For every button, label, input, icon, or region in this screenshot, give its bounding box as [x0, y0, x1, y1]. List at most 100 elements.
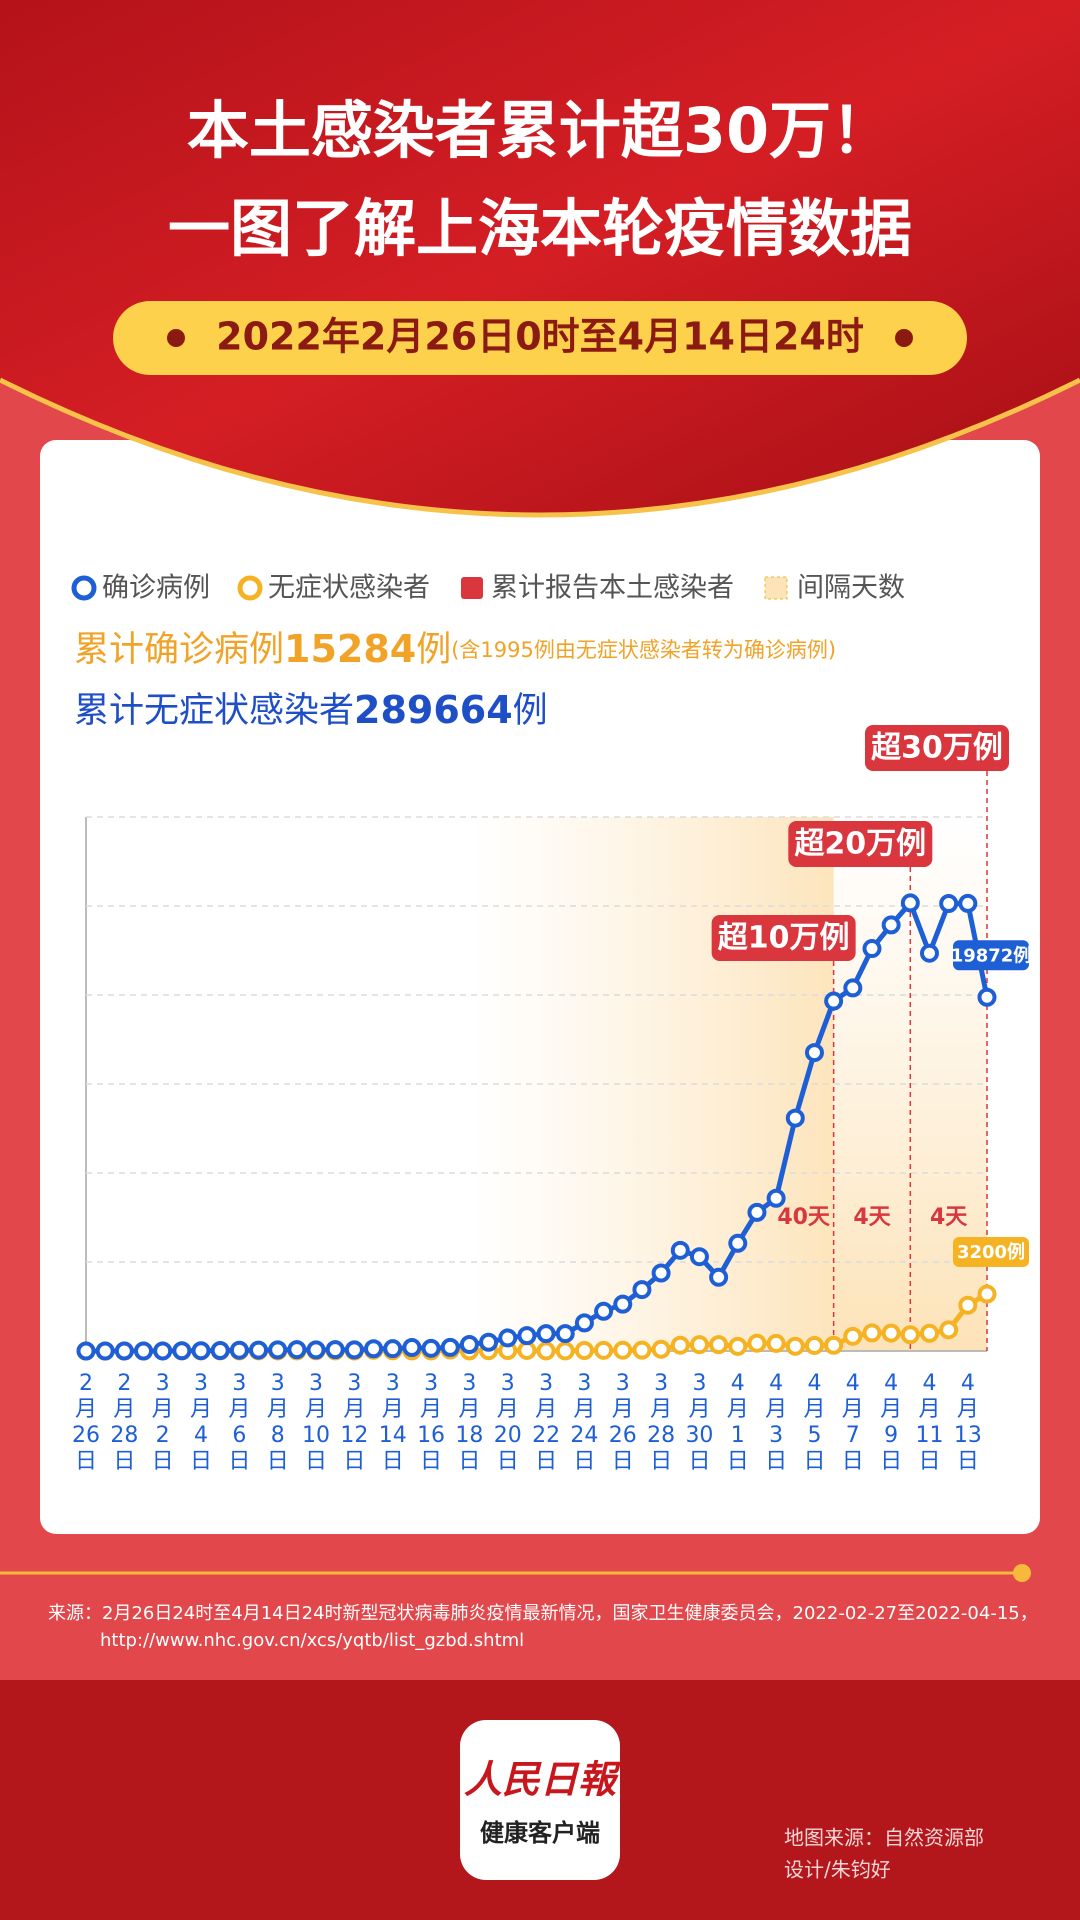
value-label-box [953, 1237, 1029, 1268]
legend-label: 无症状感染者 [268, 573, 430, 604]
summary-text: 例 [513, 691, 548, 731]
summary-asymptomatic: 累计无症状感染者289664例 [74, 688, 548, 732]
data-point [95, 1341, 115, 1361]
data-point [843, 1326, 863, 1346]
x-tick-part: 日 [267, 1449, 289, 1474]
data-point [919, 1323, 939, 1343]
data-point [900, 893, 920, 913]
data-point [900, 1325, 920, 1345]
data-point [747, 1333, 767, 1353]
x-tick-part: 2 [79, 1371, 93, 1396]
divider-dot [1013, 1564, 1031, 1582]
data-point [728, 1336, 748, 1356]
x-tick-part: 月 [765, 1397, 787, 1422]
x-tick-part: 10 [302, 1423, 330, 1448]
data-point [919, 943, 939, 963]
summary-text: 累计确诊病例 [74, 630, 284, 670]
x-tick-part: 日 [75, 1449, 97, 1474]
x-tick-part: 28 [647, 1423, 675, 1448]
x-tick-part: 4 [194, 1423, 208, 1448]
x-tick-part: 13 [954, 1423, 982, 1448]
x-tick-part: 月 [152, 1397, 174, 1422]
summary-text: 例 [416, 630, 451, 670]
x-tick-part: 月 [420, 1397, 442, 1422]
data-point [804, 1335, 824, 1355]
summary-confirmed: 累计确诊病例15284例(含1995例由无症状感染者转为确诊病例) [74, 627, 836, 671]
logo-title: 人民日報 [464, 1757, 621, 1802]
x-tick-part: 3 [156, 1371, 170, 1396]
data-point [824, 1335, 844, 1355]
data-point [651, 1263, 671, 1283]
x-tick-part: 4 [884, 1371, 898, 1396]
data-point [613, 1294, 633, 1314]
x-tick-part: 月 [75, 1397, 97, 1422]
x-tick-part: 3 [424, 1371, 438, 1396]
data-point [134, 1341, 154, 1361]
data-point [536, 1324, 556, 1344]
x-tick-label: 3 月 14 日 [379, 1371, 407, 1474]
x-tick-part: 日 [650, 1449, 672, 1474]
data-point [632, 1280, 652, 1300]
data-point [709, 1267, 729, 1287]
legend-marker [764, 576, 788, 600]
data-point [229, 1340, 249, 1360]
data-point [402, 1337, 422, 1357]
x-tick-part: 月 [688, 1397, 710, 1422]
x-tick-part: 日 [803, 1449, 825, 1474]
data-point [114, 1341, 134, 1361]
data-point [670, 1335, 690, 1355]
data-point [689, 1247, 709, 1267]
credit: 地图来源：自然资源部 [784, 1826, 984, 1850]
x-tick-part: 日 [688, 1449, 710, 1474]
data-point [766, 1188, 786, 1208]
data-point [881, 915, 901, 935]
x-tick-part: 月 [267, 1397, 289, 1422]
x-tick-part: 日 [765, 1449, 787, 1474]
x-tick-part: 月 [305, 1397, 327, 1422]
data-point [459, 1334, 479, 1354]
x-tick-part: 6 [232, 1423, 246, 1448]
x-tick-part: 月 [727, 1397, 749, 1422]
x-tick-label: 3 月 10 日 [302, 1371, 330, 1474]
x-tick-part: 月 [190, 1397, 212, 1422]
data-point [344, 1340, 364, 1360]
x-tick-part: 4 [922, 1371, 936, 1396]
x-tick-part: 月 [842, 1397, 864, 1422]
milestone-label: 超10万例 [718, 921, 850, 956]
x-tick-part: 7 [846, 1423, 860, 1448]
milestone-label: 超20万例 [794, 827, 926, 862]
legend-label: 间隔天数 [797, 573, 905, 604]
x-tick-part: 3 [462, 1371, 476, 1396]
data-point [862, 1323, 882, 1343]
x-tick-label: 4 月 11 日 [915, 1371, 943, 1474]
data-point [977, 1284, 997, 1304]
interval-label: 4天 [853, 1205, 891, 1230]
x-tick-part: 月 [228, 1397, 250, 1422]
x-tick-part: 30 [685, 1423, 713, 1448]
milestone-box [788, 821, 933, 867]
x-tick-part: 日 [305, 1449, 327, 1474]
x-tick-part: 月 [343, 1397, 365, 1422]
data-point [536, 1341, 556, 1361]
x-tick-part: 26 [72, 1423, 100, 1448]
header-rim [0, 377, 1080, 518]
x-tick-part: 日 [842, 1449, 864, 1474]
x-tick-part: 3 [616, 1371, 630, 1396]
x-tick-part: 26 [609, 1423, 637, 1448]
period: 2022年2月26日0时至4月14日24时 [216, 315, 864, 359]
data-point [325, 1340, 345, 1360]
x-tick-label: 3 月 30 日 [685, 1371, 713, 1474]
data-point [843, 978, 863, 998]
x-tick-label: 3 月 18 日 [455, 1371, 483, 1474]
x-tick-part: 日 [957, 1449, 979, 1474]
x-tick-part: 28 [110, 1423, 138, 1448]
x-tick-part: 日 [420, 1449, 442, 1474]
x-tick-part: 2 [156, 1423, 170, 1448]
data-point [747, 1202, 767, 1222]
x-tick-part: 3 [347, 1371, 361, 1396]
